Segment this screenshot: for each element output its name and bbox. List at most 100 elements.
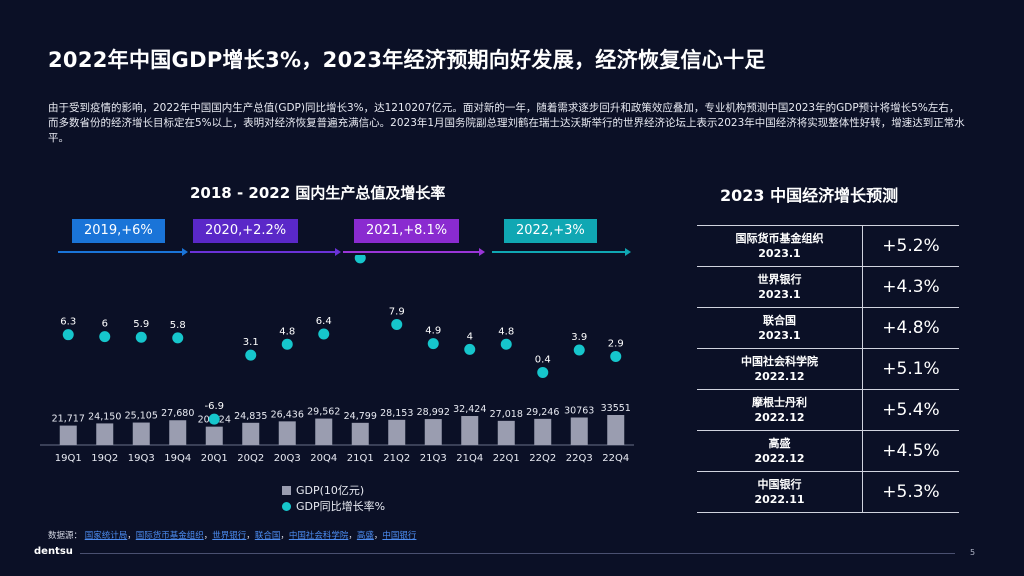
growth-dot: [391, 318, 403, 330]
x-tick-label: 20Q4: [310, 453, 337, 464]
growth-value-label: 2.9: [608, 338, 624, 349]
gdp-bar: [205, 426, 223, 445]
growth-dot: [464, 343, 476, 355]
org-name: 国际货币基金组织: [735, 232, 824, 245]
bar-value-label: 27,680: [161, 408, 194, 419]
x-tick-label: 22Q2: [529, 453, 556, 464]
gdp-bar: [132, 422, 150, 445]
year-tag-2019: 2019,+6%: [72, 219, 165, 243]
x-tick-label: 19Q2: [91, 453, 118, 464]
forecast-org: 摩根士丹利 2022.12: [697, 389, 863, 431]
gdp-bar: [570, 417, 588, 445]
bar-value-label: 29,246: [526, 407, 559, 418]
brand-logo: dentsu: [34, 546, 73, 557]
growth-value-label: 6: [102, 319, 108, 330]
gdp-bar: [497, 420, 515, 445]
bar-value-label: 21,717: [52, 414, 85, 425]
x-tick-label: 19Q3: [128, 453, 155, 464]
x-tick-label: 19Q1: [55, 453, 82, 464]
bar-value-label: 33551: [601, 403, 631, 414]
bar-value-label: 24,799: [344, 411, 377, 422]
forecast-org: 联合国 2023.1: [697, 307, 863, 349]
source-link[interactable]: 世界银行: [212, 531, 247, 541]
year-tag-2021: 2021,+8.1%: [354, 219, 460, 243]
gdp-bar: [315, 418, 333, 445]
forecast-value: +4.3%: [862, 266, 959, 308]
source-label: 数据源：: [48, 531, 83, 541]
forecast-row: 联合国 2023.1 +4.8%: [697, 307, 959, 349]
gdp-bar: [607, 415, 625, 445]
legend-gdp: GDP(10亿元): [282, 482, 385, 498]
intro-paragraph: 由于受到疫情的影响，2022年中国国内生产总值(GDP)同比增长3%，达1210…: [48, 102, 965, 144]
forecast-value: +4.5%: [862, 430, 959, 472]
chart-legend: GDP(10亿元) GDP同比增长率%: [282, 482, 385, 514]
growth-value-label: 6.3: [60, 317, 76, 328]
bar-value-label: 29,562: [307, 407, 340, 418]
forecast-value: +5.3%: [862, 471, 959, 513]
legend-growth-label: GDP同比增长率%: [296, 500, 386, 513]
growth-dot: [135, 331, 147, 343]
legend-gdp-label: GDP(10亿元): [296, 484, 365, 497]
bar-value-label: 24,835: [234, 411, 267, 422]
growth-value-label: 5.8: [170, 320, 186, 331]
arrow-2021: [343, 248, 485, 256]
bar-value-label: 32,424: [453, 404, 486, 415]
source-link[interactable]: 中国银行: [382, 531, 417, 541]
bar-value-label: 24,150: [88, 411, 121, 422]
x-tick-label: 21Q2: [383, 453, 410, 464]
year-tag-2020: 2020,+2.2%: [193, 219, 299, 243]
gdp-bar: [534, 418, 552, 445]
gdp-bar: [169, 420, 187, 445]
forecast-value: +5.1%: [862, 348, 959, 390]
x-tick-label: 21Q4: [456, 453, 483, 464]
growth-value-label: 4.8: [498, 326, 514, 337]
forecast-org: 高盛 2022.12: [697, 430, 863, 472]
growth-value-label: 4.8: [279, 326, 295, 337]
forecast-value: +4.8%: [862, 307, 959, 349]
x-tick-label: 20Q3: [274, 453, 301, 464]
org-date: 2023.1: [758, 288, 801, 301]
page-number: 5: [970, 548, 976, 557]
growth-value-label: 6.4: [316, 316, 332, 327]
source-link[interactable]: 联合国: [254, 531, 281, 541]
x-tick-label: 22Q4: [602, 453, 629, 464]
growth-dot: [318, 328, 330, 340]
growth-dot: [245, 349, 257, 361]
org-name: 中国社会科学院: [741, 355, 818, 368]
x-tick-label: 22Q3: [566, 453, 593, 464]
bar-value-label: 28,992: [417, 407, 450, 418]
growth-dot: [99, 331, 111, 343]
org-name: 联合国: [763, 314, 796, 327]
growth-value-label: 5.9: [133, 319, 149, 330]
growth-dot: [62, 329, 74, 341]
gdp-chart: 21,717 6.3 19Q1 24,150 6 19Q2 25,105 5.9 19Q3 27,…: [40, 255, 634, 464]
growth-value-label: 3.1: [243, 337, 259, 348]
org-name: 中国银行: [757, 478, 802, 491]
arrow-2019: [58, 248, 188, 256]
org-date: 2022.11: [754, 493, 805, 506]
org-name: 高盛: [768, 437, 791, 450]
forecast-table: 国际货币基金组织 2023.1 +5.2% 世界银行 2023.1 +4.3% 联合…: [697, 225, 959, 513]
chart-title: 2018 - 2022 国内生产总值及增长率: [190, 184, 446, 202]
forecast-row: 中国银行 2022.11 +5.3%: [697, 471, 959, 513]
forecast-row: 国际货币基金组织 2023.1 +5.2%: [697, 225, 959, 267]
forecast-row: 世界银行 2023.1 +4.3%: [697, 266, 959, 308]
x-tick-label: 22Q1: [493, 453, 520, 464]
gdp-bar: [59, 425, 77, 445]
source-link[interactable]: 国家统计局: [84, 531, 128, 541]
growth-dot: [573, 344, 585, 356]
forecast-org: 中国社会科学院 2022.12: [697, 348, 863, 390]
source-link[interactable]: 国际货币基金组织: [135, 531, 204, 541]
growth-value-label: -6.9: [204, 401, 224, 412]
gdp-bar: [461, 416, 479, 445]
bar-value-label: 30763: [564, 405, 594, 416]
growth-dot: [610, 350, 622, 362]
source-link[interactable]: 中国社会科学院: [288, 531, 349, 541]
source-link[interactable]: 高盛: [356, 531, 374, 541]
arrow-2022: [492, 248, 631, 256]
growth-value-label: 3.9: [571, 332, 587, 343]
forecast-title: 2023 中国经济增长预测: [720, 186, 899, 205]
legend-dot-swatch: [282, 501, 291, 511]
footer-divider: [80, 553, 955, 554]
legend-bar-swatch: [282, 485, 291, 495]
